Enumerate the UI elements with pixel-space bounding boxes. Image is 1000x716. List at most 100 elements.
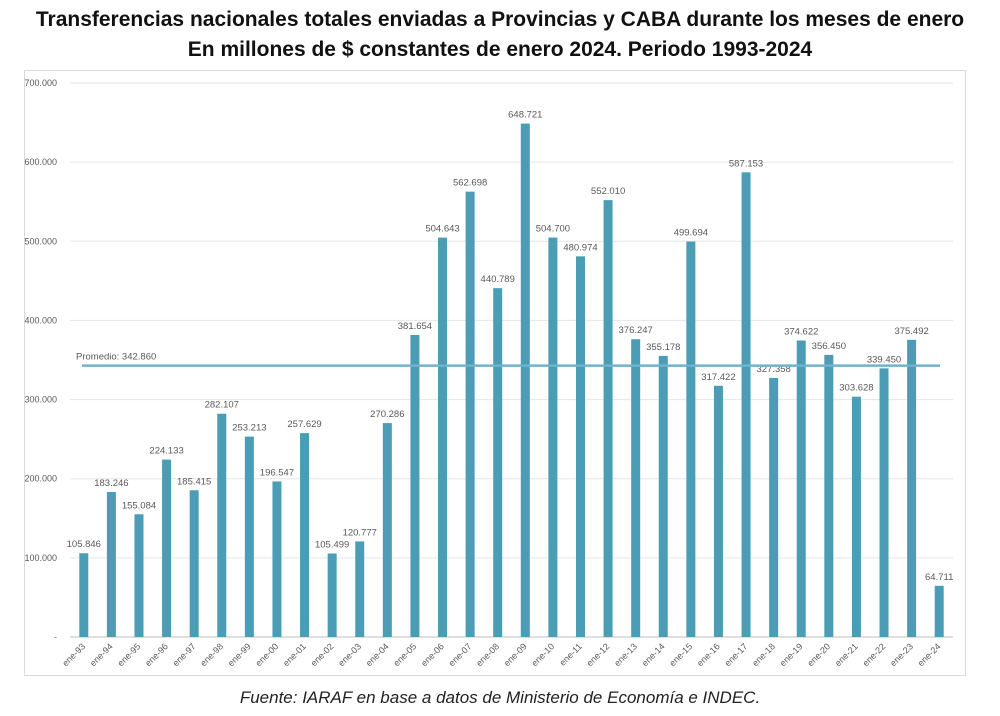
data-label: 270.286 (370, 409, 404, 420)
y-tick-label: - (54, 632, 57, 642)
data-label: 375.492 (894, 326, 928, 337)
x-tick-label: ene-02 (309, 641, 336, 668)
x-tick-label: ene-06 (419, 641, 446, 668)
bar (769, 377, 779, 637)
bar (162, 459, 172, 637)
y-tick-label: 500.000 (24, 236, 57, 246)
bar (300, 433, 310, 637)
x-tick-label: ene-00 (253, 641, 280, 668)
bar (272, 481, 282, 637)
bar (520, 123, 530, 637)
data-label: 185.415 (177, 476, 211, 487)
x-tick-label: ene-94 (88, 641, 115, 668)
bar (438, 237, 448, 637)
bar (189, 490, 199, 637)
x-tick-label: ene-15 (667, 641, 694, 668)
x-tick-label: ene-19 (778, 641, 805, 668)
bar (465, 191, 475, 637)
bar (658, 355, 668, 637)
x-tick-label: ene-05 (391, 641, 418, 668)
x-tick-label: ene-98 (198, 641, 225, 668)
y-tick-label: 200.000 (24, 474, 57, 484)
y-tick-label: 600.000 (24, 157, 57, 167)
data-label: 381.654 (398, 321, 432, 332)
bar (410, 334, 420, 637)
data-label: 183.246 (94, 478, 128, 489)
data-label: 504.643 (425, 224, 459, 235)
x-tick-label: ene-24 (916, 641, 943, 668)
data-label: 480.974 (563, 242, 597, 253)
bar (575, 256, 585, 637)
x-tick-label: ene-13 (612, 641, 639, 668)
data-label: 253.213 (232, 423, 266, 434)
bar (134, 514, 144, 637)
bar (493, 288, 503, 637)
data-label: 374.622 (784, 327, 818, 338)
x-tick-label: ene-11 (557, 641, 583, 667)
bar (824, 354, 834, 637)
bar (217, 413, 227, 637)
data-label: 327.358 (756, 364, 790, 375)
data-label: 339.450 (867, 354, 901, 365)
data-label: 648.721 (508, 110, 542, 121)
data-label: 282.107 (205, 400, 239, 411)
x-tick-label: ene-93 (60, 641, 87, 668)
bar (741, 172, 751, 637)
x-tick-label: ene-03 (336, 641, 363, 668)
x-tick-label: ene-96 (143, 641, 170, 668)
data-label: 303.628 (839, 383, 873, 394)
bar (686, 241, 696, 637)
x-tick-label: ene-99 (226, 641, 253, 668)
bar (796, 340, 806, 637)
bar (713, 385, 723, 637)
y-tick-label: 300.000 (24, 395, 57, 405)
data-label: 562.698 (453, 178, 487, 189)
x-tick-label: ene-17 (723, 641, 750, 668)
y-tick-label: 400.000 (24, 315, 57, 325)
x-tick-label: ene-10 (529, 641, 556, 668)
x-tick-label: ene-01 (281, 641, 308, 668)
data-label: 155.084 (122, 500, 156, 511)
chart-title: Transferencias nacionales totales enviad… (35, 8, 965, 31)
bar (355, 541, 365, 637)
bar (934, 585, 944, 637)
x-tick-label: ene-95 (116, 641, 143, 668)
bar (851, 396, 861, 637)
x-tick-label: ene-12 (585, 641, 612, 668)
chart-subtitle: En millones de $ constantes de enero 202… (187, 38, 813, 61)
data-label: 224.133 (149, 446, 183, 457)
x-tick-label: ene-21 (833, 641, 860, 668)
x-tick-label: ene-07 (447, 641, 474, 668)
x-tick-label: ene-04 (364, 641, 391, 668)
data-label: 257.629 (287, 419, 321, 430)
y-tick-label: 100.000 (24, 553, 57, 563)
x-tick-label: ene-20 (805, 641, 832, 668)
bar (244, 436, 254, 637)
x-tick-label: ene-14 (640, 641, 667, 668)
data-label: 587.153 (729, 158, 763, 169)
data-label: 64.711 (925, 572, 953, 583)
chart-frame (24, 70, 966, 676)
data-label: 120.777 (343, 527, 377, 538)
x-tick-label: ene-08 (474, 641, 501, 668)
data-label: 105.846 (67, 539, 101, 550)
bar (382, 423, 392, 637)
bar (879, 368, 889, 637)
data-label: 317.422 (701, 372, 735, 383)
bar (631, 339, 641, 637)
source-note: Fuente: IARAF en base a datos de Ministe… (239, 688, 761, 707)
bar (79, 553, 89, 637)
bar (907, 339, 917, 637)
x-tick-label: ene-09 (502, 641, 529, 668)
average-label: Promedio: 342.860 (76, 352, 156, 363)
bar (106, 491, 116, 637)
data-label: 105.499 (315, 540, 349, 551)
data-label: 552.010 (591, 186, 625, 197)
data-label: 196.547 (260, 467, 294, 478)
data-label: 499.694 (674, 228, 708, 239)
bar (548, 237, 558, 638)
x-tick-label: ene-23 (888, 641, 915, 668)
bar (327, 553, 337, 637)
data-label: 376.247 (619, 325, 653, 336)
